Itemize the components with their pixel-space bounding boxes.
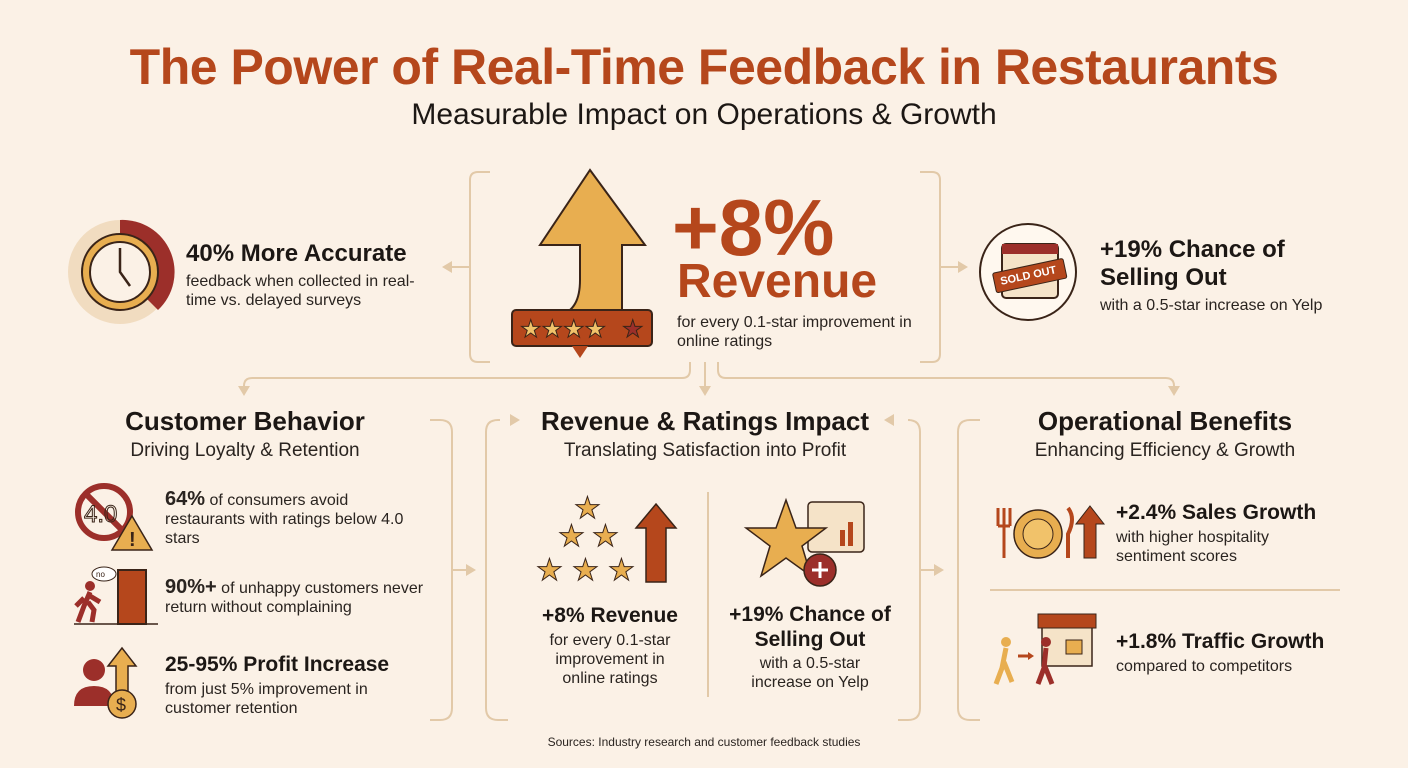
list-item-headline: +19% Chance of Selling Out (729, 603, 891, 651)
hero-left-text: feedback when collected in real-time vs.… (186, 273, 415, 309)
list-item: 90%+ of unhappy customers never return w… (165, 576, 424, 616)
star-chart-plus-icon (743, 497, 865, 587)
people-storefront-icon (993, 613, 1097, 685)
hero-label: Revenue (677, 255, 878, 308)
plate-cutlery-arrow-icon (996, 505, 1106, 559)
section-subtitle: Translating Satisfaction into Profit (563, 440, 847, 461)
svg-text:★: ★ (572, 554, 599, 587)
svg-text:$: $ (116, 695, 126, 715)
list-item-text: with higher hospitality sentiment scores (1116, 529, 1269, 565)
hero-center-text: for every 0.1-star improvement in online… (677, 314, 912, 350)
section-subtitle: Driving Loyalty & Retention (130, 440, 360, 461)
list-item: 64% of consumers avoid restaurants with … (165, 488, 404, 547)
hero-value: +8% (672, 183, 835, 272)
list-item-text: from just 5% improvement in customer ret… (165, 681, 368, 717)
clock-icon (68, 219, 175, 324)
svg-text:★: ★ (592, 520, 619, 553)
list-item-headline: +8% Revenue (542, 604, 678, 627)
person-leaving-door-icon: no (74, 566, 158, 625)
page-subtitle: Measurable Impact on Operations & Growth (411, 98, 997, 131)
svg-text:4.0: 4.0 (84, 501, 117, 528)
stars-arrow-icon: ★★ ★ ★ ★ ★ (536, 492, 678, 588)
list-item-text: with a 0.5-star increase on Yelp (751, 655, 869, 691)
section-title: Customer Behavior (125, 406, 365, 436)
no-4-star-warning-icon: 4.0 ! (75, 483, 154, 551)
section-subtitle: Enhancing Efficiency & Growth (1034, 440, 1296, 461)
section-title: Operational Benefits (1037, 406, 1293, 436)
person-dollar-arrow-icon: $ (74, 646, 138, 719)
list-item-text: for every 0.1-star improvement in online… (549, 632, 671, 687)
list-item-headline: 25-95% Profit Increase (165, 653, 390, 676)
list-item-headline: +1.8% Traffic Growth (1116, 630, 1325, 653)
sources-footnote: Sources: Industry research and customer … (547, 735, 861, 749)
svg-text:★: ★ (558, 520, 585, 553)
svg-text:★: ★ (608, 554, 635, 587)
svg-text:★: ★ (622, 316, 644, 343)
hero-left-headline: 40% More Accurate (186, 240, 407, 267)
svg-text:★★★★: ★★★★ (520, 316, 606, 343)
section-title: Revenue & Ratings Impact (541, 406, 869, 436)
svg-text:★: ★ (574, 492, 601, 525)
svg-text:!: ! (129, 529, 136, 551)
arrow-up-stars-icon: ★★★★ ★ (511, 168, 653, 358)
svg-text:no: no (96, 570, 105, 579)
list-item-headline: +2.4% Sales Growth (1116, 501, 1317, 524)
svg-text:★: ★ (536, 554, 563, 587)
list-item-text: compared to competitors (1116, 658, 1293, 675)
page-title: The Power of Real-Time Feedback in Resta… (129, 39, 1279, 95)
sold-out-calendar-icon (979, 223, 1077, 321)
hero-right-headline: +19% Chance of Selling Out (1100, 236, 1285, 291)
hero-right-text: with a 0.5-star increase on Yelp (1100, 297, 1323, 314)
